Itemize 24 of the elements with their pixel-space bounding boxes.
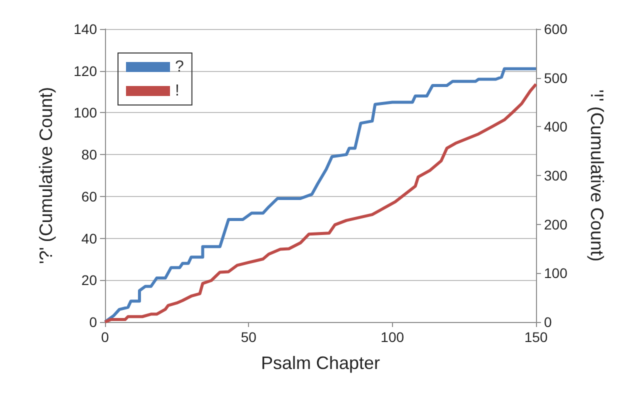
y2-tick-label: 500 (544, 70, 568, 86)
y2-tick-label: 600 (544, 21, 568, 37)
x-tick-label: 0 (101, 329, 110, 345)
y-tick-label: 20 (81, 272, 98, 288)
legend-label: ! (175, 82, 180, 100)
y2-tick-label: 200 (544, 216, 568, 232)
y-tick-label: 0 (89, 314, 98, 330)
y-tick-label: 40 (81, 230, 98, 246)
y2-tick-label: 100 (544, 265, 568, 282)
legend-label: ? (175, 58, 184, 76)
y-tick-label: 80 (81, 146, 98, 163)
y2-tick-label: 400 (544, 118, 568, 135)
x-tick-label: 50 (240, 329, 257, 345)
y-tick-label: 100 (74, 104, 98, 121)
y-tick-label: 120 (74, 62, 98, 79)
y-tick-label: 140 (74, 21, 98, 37)
x-axis-title: Psalm Chapter (260, 353, 380, 373)
y-axis-title: '?' (Cumulative Count) (36, 87, 56, 264)
y2-tick-label: 300 (544, 168, 568, 184)
x-tick-label: 150 (524, 329, 548, 345)
y2-tick-label: 0 (544, 314, 552, 330)
y2-axis-title: '!' (Cumulative Count) (587, 90, 607, 262)
x-tick-label: 100 (380, 329, 404, 345)
y-tick-label: 60 (81, 188, 98, 204)
